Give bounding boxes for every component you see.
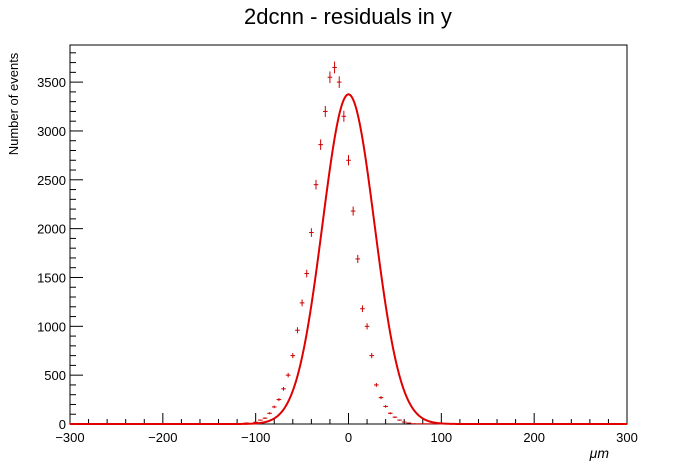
gaussian-fit-curve [70, 93, 627, 425]
x-tick-label: 100 [430, 430, 452, 445]
data-point [346, 155, 351, 166]
data-point [322, 105, 328, 117]
x-axis-label: μm [589, 445, 610, 461]
x-tick-label: −200 [148, 430, 177, 445]
data-point [262, 417, 268, 419]
data-point [267, 412, 272, 415]
y-tick-label: 3000 [37, 124, 66, 139]
data-point [369, 353, 375, 359]
data-point [401, 421, 407, 423]
data-point [397, 419, 402, 421]
data-point [285, 372, 291, 378]
data-point [350, 206, 356, 216]
data-point [336, 76, 342, 88]
data-point [299, 299, 305, 307]
y-tick-label: 3500 [37, 75, 66, 90]
data-point [392, 416, 398, 418]
x-tick-label: −100 [241, 430, 270, 445]
data-point [313, 179, 319, 190]
axes: −300 −200 −100 0 100 200 300050010001500200025… [37, 52, 638, 445]
x-tick-label: 0 [345, 430, 352, 445]
y-tick-label: 2000 [37, 222, 66, 237]
data-point [360, 305, 365, 313]
chart-title: 2dcnn - residuals in y [244, 4, 452, 29]
data-point [295, 327, 300, 334]
data-point [257, 419, 263, 421]
data-point [309, 228, 314, 237]
data-point [327, 71, 333, 84]
y-tick-label: 0 [59, 417, 66, 432]
data-point [271, 405, 277, 409]
data-point [383, 405, 388, 408]
data-point [374, 382, 379, 387]
data-point [276, 398, 282, 402]
data-point [355, 254, 361, 263]
x-tick-label: 200 [523, 430, 545, 445]
data-point [290, 353, 296, 359]
y-tick-label: 500 [44, 368, 66, 383]
y-axis-label: Number of events [6, 52, 21, 155]
data-point [304, 269, 310, 278]
plot-frame [69, 44, 628, 425]
data-point [364, 323, 370, 330]
y-tick-label: 1500 [37, 270, 66, 285]
x-tick-label: 300 [616, 430, 638, 445]
data-points [76, 61, 621, 425]
data-point [332, 61, 337, 74]
y-tick-label: 1000 [37, 319, 66, 334]
data-point [281, 386, 286, 391]
data-point [341, 110, 347, 122]
y-tick-label: 2500 [37, 173, 66, 188]
data-point [318, 139, 323, 150]
data-point [378, 396, 384, 400]
x-tick-label: −300 [55, 430, 84, 445]
data-point [406, 422, 412, 424]
data-point [387, 412, 393, 415]
